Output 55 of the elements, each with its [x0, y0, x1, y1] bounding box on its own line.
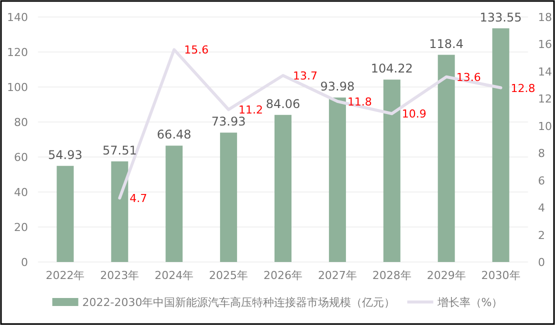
data-label: 133.55 [480, 10, 522, 24]
bar [111, 161, 128, 262]
x-tick-label: 2022年 [46, 269, 85, 282]
bar [438, 54, 455, 262]
data-label: 13.7 [293, 70, 318, 83]
legend-label: 增长率（%） [436, 296, 503, 309]
y-tick-label: 100 [7, 81, 28, 94]
bar [383, 80, 400, 262]
y2-tick-label: 8 [538, 147, 545, 160]
y2-tick-label: 2 [538, 228, 545, 242]
y-tick-label: 20 [14, 221, 28, 234]
data-label: 12.8 [510, 82, 536, 95]
data-label: 4.7 [130, 192, 148, 206]
bar [166, 146, 183, 262]
data-label: 66.48 [156, 128, 192, 142]
data-label: 15.6 [184, 44, 209, 57]
y2-tick-label: 18 [538, 11, 552, 24]
data-label: 54.93 [48, 148, 82, 162]
x-tick-label: 2029年 [426, 269, 466, 282]
x-tick-label: 2030年 [481, 269, 520, 282]
y-tick-label: 0 [21, 256, 28, 269]
y2-tick-label: 10 [538, 120, 552, 133]
data-label: 11.8 [347, 95, 372, 108]
x-tick-label: 2026年 [264, 269, 302, 282]
data-label: 118.4 [429, 36, 464, 51]
y2-tick-label: 4 [538, 202, 545, 215]
y-tick-label: 120 [7, 46, 28, 59]
data-label: 57.51 [102, 143, 137, 158]
x-tick-label: 2028年 [372, 269, 412, 282]
bar [492, 28, 510, 262]
data-label: 13.6 [456, 70, 481, 84]
y-tick-label: 80 [14, 116, 28, 129]
x-tick-label: 2023年 [100, 269, 140, 282]
data-label: 10.9 [402, 108, 426, 121]
x-tick-label: 2024年 [154, 269, 194, 282]
data-label: 11.2 [238, 104, 264, 117]
data-label: 84.06 [266, 96, 300, 111]
x-tick-label: 2027年 [318, 269, 357, 282]
bar [274, 114, 292, 262]
bar [56, 166, 74, 262]
bar [220, 132, 238, 262]
bar [328, 98, 346, 262]
y-tick-label: 60 [14, 151, 28, 164]
data-label: 73.93 [211, 114, 246, 129]
y2-tick-label: 6 [538, 174, 545, 188]
y2-tick-label: 12 [538, 92, 552, 106]
y2-tick-label: 0 [538, 256, 545, 269]
y-tick-label: 140 [7, 11, 28, 24]
y2-tick-label: 14 [538, 65, 552, 78]
x-tick-label: 2025年 [209, 269, 248, 282]
y-tick-label: 40 [14, 186, 28, 199]
legend-label: 2022-2030年中国新能源汽车高压特种连接器市场规模（亿元） [82, 296, 396, 309]
y2-tick-label: 16 [538, 38, 552, 52]
data-label: 93.98 [320, 80, 355, 94]
data-label: 104.22 [370, 62, 413, 76]
